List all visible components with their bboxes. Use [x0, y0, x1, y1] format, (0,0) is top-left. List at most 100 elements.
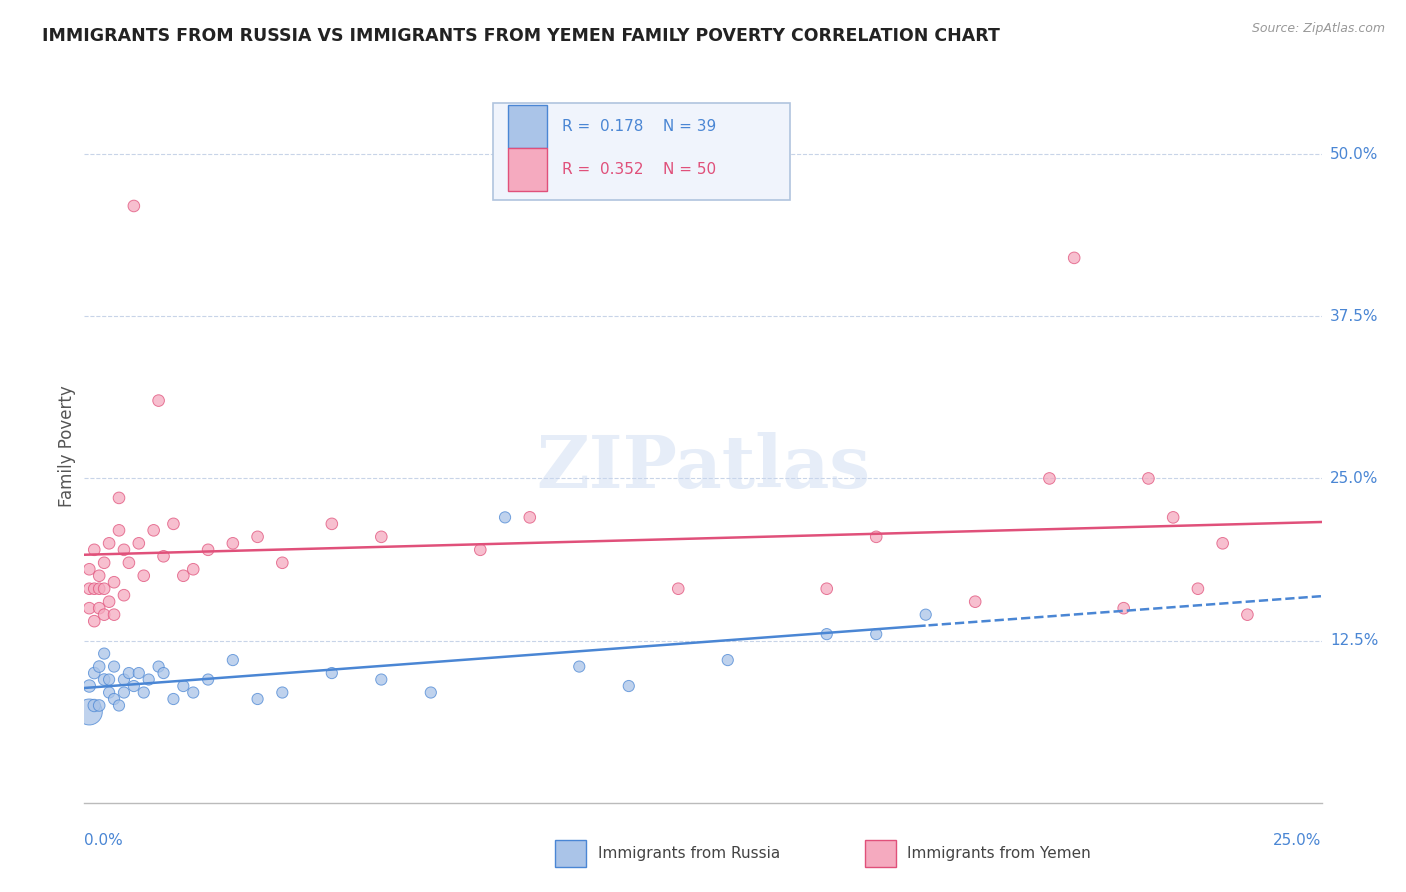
- Text: IMMIGRANTS FROM RUSSIA VS IMMIGRANTS FROM YEMEN FAMILY POVERTY CORRELATION CHART: IMMIGRANTS FROM RUSSIA VS IMMIGRANTS FRO…: [42, 27, 1000, 45]
- Point: [181, 685, 204, 699]
- Point: [246, 692, 269, 706]
- Point: [108, 524, 131, 538]
- Point: [89, 601, 111, 615]
- Point: [89, 659, 111, 673]
- Point: [1212, 536, 1234, 550]
- Point: [617, 679, 640, 693]
- Point: [197, 673, 219, 687]
- Point: [103, 659, 125, 673]
- Point: [321, 516, 343, 531]
- Point: [108, 491, 131, 505]
- Point: [865, 627, 887, 641]
- Text: 12.5%: 12.5%: [1330, 633, 1378, 648]
- Point: [181, 562, 204, 576]
- Point: [271, 685, 294, 699]
- Point: [79, 679, 101, 693]
- Text: Immigrants from Yemen: Immigrants from Yemen: [907, 847, 1091, 861]
- Point: [93, 556, 115, 570]
- Point: [98, 673, 121, 687]
- Point: [112, 542, 135, 557]
- Text: Immigrants from Russia: Immigrants from Russia: [598, 847, 780, 861]
- Point: [162, 516, 184, 531]
- Text: 50.0%: 50.0%: [1330, 146, 1378, 161]
- Point: [1137, 471, 1160, 485]
- Point: [152, 549, 174, 564]
- Y-axis label: Family Poverty: Family Poverty: [58, 385, 76, 507]
- Point: [108, 698, 131, 713]
- Point: [98, 685, 121, 699]
- Point: [89, 568, 111, 582]
- Point: [103, 692, 125, 706]
- Point: [172, 568, 194, 582]
- Point: [1161, 510, 1184, 524]
- Point: [93, 607, 115, 622]
- Point: [118, 666, 141, 681]
- Point: [128, 536, 150, 550]
- Text: 0.0%: 0.0%: [84, 833, 124, 848]
- Point: [470, 542, 492, 557]
- Point: [103, 575, 125, 590]
- Point: [494, 510, 516, 524]
- Point: [1038, 471, 1060, 485]
- Text: R =  0.178    N = 39: R = 0.178 N = 39: [562, 119, 716, 134]
- Point: [1063, 251, 1085, 265]
- Point: [1187, 582, 1209, 596]
- Text: R =  0.352    N = 50: R = 0.352 N = 50: [562, 161, 716, 177]
- Point: [79, 705, 101, 719]
- Point: [122, 199, 145, 213]
- Point: [98, 595, 121, 609]
- Point: [815, 582, 838, 596]
- Text: Source: ZipAtlas.com: Source: ZipAtlas.com: [1251, 22, 1385, 36]
- Point: [162, 692, 184, 706]
- Point: [103, 607, 125, 622]
- Point: [112, 673, 135, 687]
- Point: [271, 556, 294, 570]
- Point: [1112, 601, 1135, 615]
- Point: [370, 673, 392, 687]
- Point: [321, 666, 343, 681]
- Point: [83, 666, 105, 681]
- Text: 25.0%: 25.0%: [1274, 833, 1322, 848]
- Text: ZIPatlas: ZIPatlas: [536, 432, 870, 503]
- Point: [122, 679, 145, 693]
- Point: [1236, 607, 1258, 622]
- FancyBboxPatch shape: [492, 103, 790, 200]
- Point: [112, 685, 135, 699]
- Point: [83, 542, 105, 557]
- Point: [83, 582, 105, 596]
- Point: [914, 607, 936, 622]
- Point: [815, 627, 838, 641]
- Point: [246, 530, 269, 544]
- Point: [138, 673, 160, 687]
- Point: [865, 530, 887, 544]
- Point: [93, 673, 115, 687]
- Point: [222, 536, 245, 550]
- Point: [83, 698, 105, 713]
- Point: [83, 614, 105, 628]
- Point: [965, 595, 987, 609]
- Point: [370, 530, 392, 544]
- Point: [89, 582, 111, 596]
- Point: [172, 679, 194, 693]
- Point: [148, 659, 170, 673]
- Point: [79, 562, 101, 576]
- Point: [112, 588, 135, 602]
- Point: [568, 659, 591, 673]
- Point: [222, 653, 245, 667]
- Point: [419, 685, 441, 699]
- FancyBboxPatch shape: [508, 148, 547, 191]
- Point: [519, 510, 541, 524]
- Point: [132, 568, 155, 582]
- Point: [142, 524, 165, 538]
- Text: 25.0%: 25.0%: [1330, 471, 1378, 486]
- Point: [93, 647, 115, 661]
- Point: [197, 542, 219, 557]
- Point: [152, 666, 174, 681]
- Point: [666, 582, 689, 596]
- Point: [79, 601, 101, 615]
- Point: [717, 653, 740, 667]
- Point: [93, 582, 115, 596]
- Text: 37.5%: 37.5%: [1330, 309, 1378, 324]
- Point: [89, 698, 111, 713]
- Point: [98, 536, 121, 550]
